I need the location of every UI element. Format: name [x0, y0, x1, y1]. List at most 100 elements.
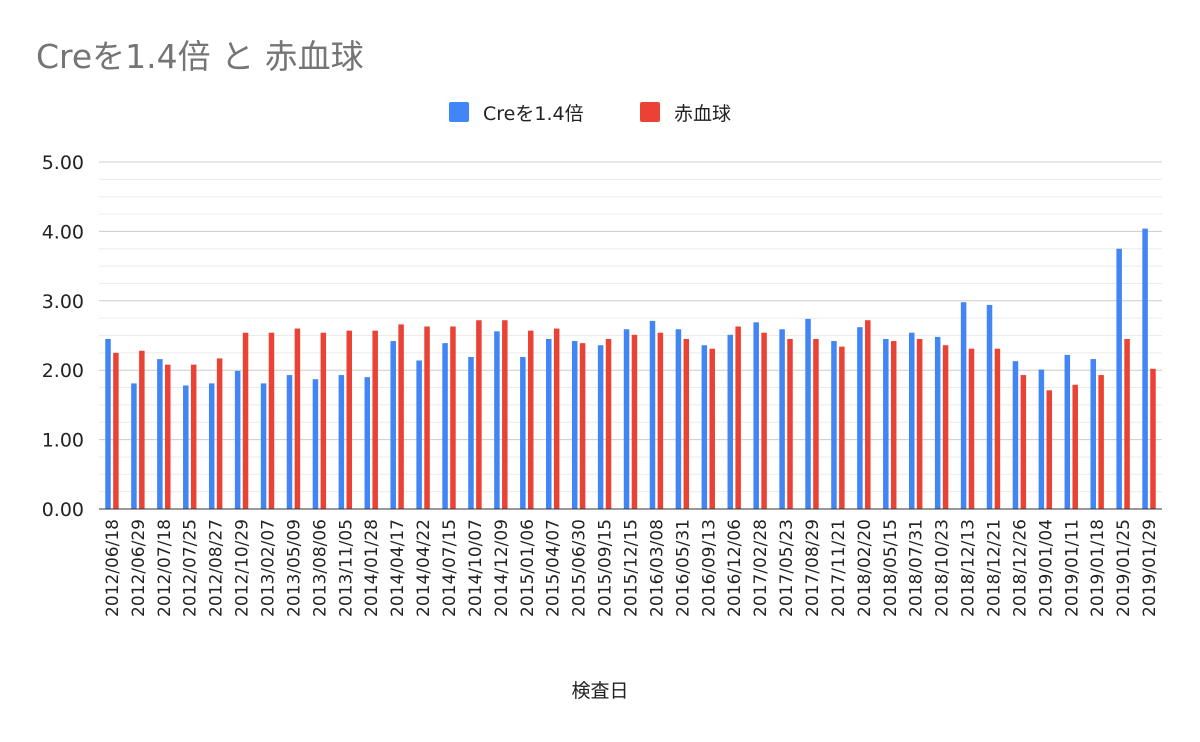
bar-cre[interactable]	[364, 377, 371, 509]
bar-cre[interactable]	[494, 331, 500, 509]
bar-rbc[interactable]	[113, 352, 119, 509]
x-tick-label: 2014/04/22	[414, 519, 434, 617]
bar-cre[interactable]	[338, 375, 345, 509]
bar-cre[interactable]	[623, 329, 630, 509]
bar-cre[interactable]	[1116, 248, 1122, 509]
bar-cre[interactable]	[597, 345, 604, 509]
bar-rbc[interactable]	[1072, 384, 1078, 509]
bar-rbc[interactable]	[1098, 375, 1104, 509]
bar-rbc[interactable]	[735, 326, 741, 509]
y-tick-label: 4.00	[42, 221, 84, 243]
bar-rbc[interactable]	[839, 346, 845, 509]
bar-rbc[interactable]	[942, 345, 949, 509]
bar-cre[interactable]	[105, 338, 111, 509]
bar-cre[interactable]	[675, 329, 682, 509]
bar-rbc[interactable]	[190, 364, 197, 509]
x-tick-label: 2014/07/15	[440, 519, 460, 617]
y-tick-label: 5.00	[42, 152, 84, 174]
bar-rbc[interactable]	[631, 334, 638, 509]
bar-rbc[interactable]	[242, 332, 249, 509]
x-tick-label: 2013/05/09	[284, 519, 304, 617]
bar-rbc[interactable]	[761, 332, 767, 509]
bar-cre[interactable]	[883, 338, 889, 509]
bar-rbc[interactable]	[787, 338, 793, 509]
bar-rbc[interactable]	[294, 328, 301, 509]
bar-rbc[interactable]	[709, 348, 715, 509]
bar-cre[interactable]	[312, 379, 319, 509]
bar-cre[interactable]	[390, 341, 396, 509]
bar-rbc[interactable]	[890, 341, 897, 509]
bar-cre[interactable]	[520, 357, 526, 509]
bar-cre[interactable]	[1012, 361, 1019, 509]
bar-rbc[interactable]	[372, 330, 378, 509]
bar-rbc[interactable]	[683, 338, 690, 509]
bar-cre[interactable]	[260, 383, 267, 509]
bar-cre[interactable]	[908, 332, 915, 509]
x-tick-label: 2014/04/17	[388, 519, 408, 617]
bar-cre[interactable]	[857, 327, 863, 509]
bar-cre[interactable]	[208, 383, 215, 509]
bar-rbc[interactable]	[476, 320, 482, 509]
bar-rbc[interactable]	[165, 364, 171, 509]
bar-rbc[interactable]	[865, 320, 871, 509]
bar-cre[interactable]	[1142, 228, 1148, 509]
bar-rbc[interactable]	[216, 358, 223, 509]
x-tick-label: 2013/02/07	[259, 519, 279, 617]
x-tick-label: 2018/10/23	[933, 519, 953, 617]
x-tick-label: 2016/05/31	[673, 519, 693, 617]
bar-rbc[interactable]	[527, 330, 534, 509]
x-tick-label: 2015/01/06	[518, 519, 538, 617]
bar-cre[interactable]	[753, 322, 759, 509]
legend-item-cre[interactable]: Creを1.4倍	[449, 97, 584, 127]
x-tick-label: 2019/01/25	[1114, 519, 1134, 617]
bar-cre[interactable]	[468, 357, 474, 509]
bar-cre[interactable]	[986, 304, 993, 509]
x-tick-label: 2018/07/31	[907, 519, 927, 617]
bar-rbc[interactable]	[553, 328, 560, 509]
x-tick-label: 2014/12/09	[492, 519, 512, 617]
bar-cre[interactable]	[131, 383, 137, 509]
bar-cre[interactable]	[442, 343, 448, 509]
bar-rbc[interactable]	[1046, 390, 1053, 509]
bar-rbc[interactable]	[502, 320, 508, 509]
bar-rbc[interactable]	[398, 324, 404, 509]
bar-cre[interactable]	[1090, 359, 1096, 509]
bar-rbc[interactable]	[346, 330, 353, 509]
bar-rbc[interactable]	[1124, 338, 1130, 509]
bar-cre[interactable]	[701, 345, 708, 509]
bar-cre[interactable]	[1038, 369, 1045, 509]
bar-cre[interactable]	[416, 360, 422, 509]
bar-cre[interactable]	[805, 318, 811, 509]
bar-rbc[interactable]	[268, 332, 275, 509]
bar-cre[interactable]	[234, 370, 241, 509]
bar-rbc[interactable]	[994, 348, 1001, 509]
bar-cre[interactable]	[960, 302, 967, 509]
bar-cre[interactable]	[286, 375, 293, 509]
bar-cre[interactable]	[1064, 354, 1071, 509]
bar-cre[interactable]	[779, 329, 785, 509]
bar-cre[interactable]	[571, 341, 578, 509]
bar-rbc[interactable]	[813, 338, 819, 509]
bar-rbc[interactable]	[1150, 368, 1156, 509]
bar-rbc[interactable]	[657, 332, 664, 509]
bar-rbc[interactable]	[450, 326, 456, 509]
bar-rbc[interactable]	[579, 343, 586, 509]
bar-rbc[interactable]	[139, 350, 145, 509]
bar-rbc[interactable]	[968, 348, 975, 509]
bar-cre[interactable]	[183, 385, 189, 509]
bar-cre[interactable]	[727, 334, 734, 509]
bar-rbc[interactable]	[605, 338, 612, 509]
y-tick-label: 2.00	[42, 360, 84, 382]
bar-rbc[interactable]	[320, 332, 327, 509]
bar-cre[interactable]	[546, 338, 552, 509]
bar-rbc[interactable]	[1020, 375, 1027, 509]
bar-cre[interactable]	[831, 341, 837, 509]
bar-cre[interactable]	[934, 336, 941, 509]
legend-item-rbc[interactable]: 赤血球	[640, 97, 731, 127]
bar-rbc[interactable]	[916, 338, 923, 509]
bar-cre[interactable]	[649, 320, 656, 509]
x-tick-label: 2017/05/23	[777, 519, 797, 617]
bar-rbc[interactable]	[424, 326, 430, 509]
x-tick-label: 2019/01/29	[1140, 519, 1160, 617]
bar-cre[interactable]	[157, 359, 163, 509]
